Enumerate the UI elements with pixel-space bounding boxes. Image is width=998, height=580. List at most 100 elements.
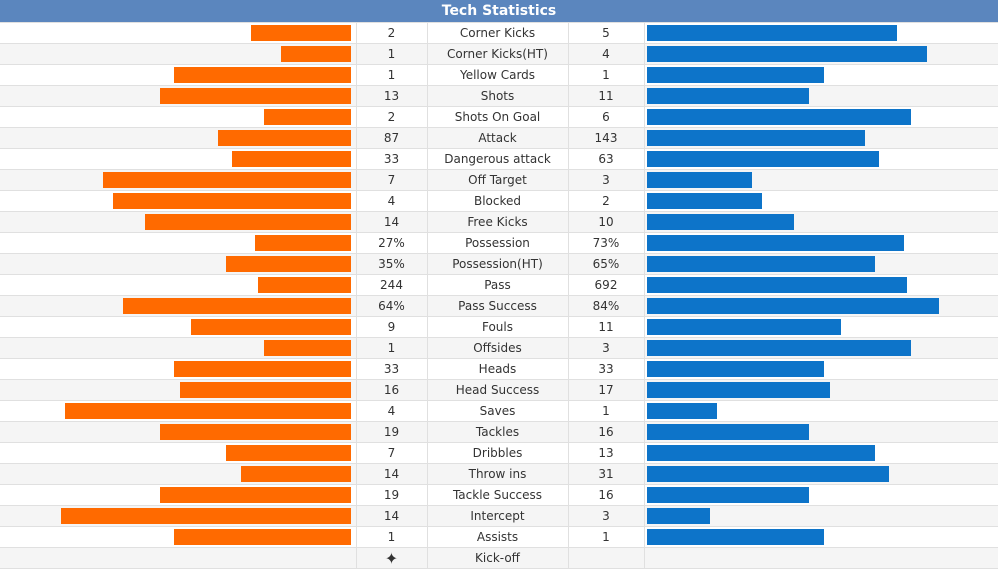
home-value: 1 [355, 526, 428, 548]
away-bar-cell [644, 463, 998, 485]
stat-label: Shots On Goal [426, 106, 569, 128]
home-bar-cell [0, 484, 356, 506]
away-bar [646, 46, 927, 62]
stat-row: 35% Possession(HT) 65% [0, 253, 998, 275]
away-value: 31 [567, 463, 645, 485]
stat-row: 1 Yellow Cards 1 [0, 64, 998, 86]
kickoff-home-cell: ✦ [355, 547, 428, 569]
stat-row: 7 Dribbles 13 [0, 442, 998, 464]
home-bar-cell [0, 43, 356, 65]
home-value: 33 [355, 148, 428, 170]
home-value: 9 [355, 316, 428, 338]
stat-label: Corner Kicks [426, 22, 569, 44]
home-bar [122, 298, 351, 314]
stat-label: Possession(HT) [426, 253, 569, 275]
stat-label: Throw ins [426, 463, 569, 485]
home-bar [231, 151, 351, 167]
away-bar [646, 109, 911, 125]
home-value: 64% [355, 295, 428, 317]
stat-row: 1 Assists 1 [0, 526, 998, 548]
away-bar [646, 445, 875, 461]
stat-label: Yellow Cards [426, 64, 569, 86]
away-value: 17 [567, 379, 645, 401]
home-bar [179, 382, 351, 398]
home-value: 19 [355, 421, 428, 443]
stat-label: Free Kicks [426, 211, 569, 233]
away-bar [646, 256, 875, 272]
stats-header: Tech Statistics [0, 0, 998, 22]
home-bar-cell [0, 106, 356, 128]
away-value: 16 [567, 421, 645, 443]
stat-label: Pass Success [426, 295, 569, 317]
away-value: 1 [567, 526, 645, 548]
stats-table: 2 Corner Kicks 5 1 Corner Kicks(HT) 4 1 Yellow … [0, 22, 998, 569]
away-bar [646, 508, 710, 524]
home-bar-cell [0, 85, 356, 107]
stat-row: 2 Shots On Goal 6 [0, 106, 998, 128]
home-bar-cell [0, 22, 356, 44]
home-bar [159, 88, 351, 104]
away-bar-cell [644, 337, 998, 359]
home-bar [250, 25, 351, 41]
home-bar-cell [0, 526, 356, 548]
home-bar-cell [0, 274, 356, 296]
away-bar [646, 382, 830, 398]
home-value: 4 [355, 190, 428, 212]
home-bar [225, 256, 351, 272]
home-value: 14 [355, 211, 428, 233]
away-bar-cell [644, 232, 998, 254]
away-value: 33 [567, 358, 645, 380]
home-value: 87 [355, 127, 428, 149]
kickoff-star-icon: ✦ [384, 548, 399, 568]
away-value: 13 [567, 442, 645, 464]
home-value: 1 [355, 43, 428, 65]
away-value: 6 [567, 106, 645, 128]
home-bar-cell [0, 211, 356, 233]
home-bar [225, 445, 351, 461]
away-bar [646, 424, 809, 440]
away-value: 63 [567, 148, 645, 170]
stat-row: 244 Pass 692 [0, 274, 998, 296]
home-bar-cell [0, 232, 356, 254]
away-value: 84% [567, 295, 645, 317]
stat-row: 64% Pass Success 84% [0, 295, 998, 317]
home-bar-cell [0, 379, 356, 401]
away-bar-cell [644, 379, 998, 401]
home-bar [60, 508, 351, 524]
home-value: 2 [355, 22, 428, 44]
home-bar [263, 109, 351, 125]
home-bar-cell [0, 64, 356, 86]
away-bar-cell [644, 274, 998, 296]
stat-row: 27% Possession 73% [0, 232, 998, 254]
home-value: 244 [355, 274, 428, 296]
stat-row: 14 Throw ins 31 [0, 463, 998, 485]
stat-label: Possession [426, 232, 569, 254]
away-value: 16 [567, 484, 645, 506]
away-value: 11 [567, 316, 645, 338]
away-bar-cell [644, 85, 998, 107]
home-value: 1 [355, 64, 428, 86]
home-bar [144, 214, 351, 230]
home-value: 2 [355, 106, 428, 128]
away-value: 10 [567, 211, 645, 233]
away-bar [646, 529, 824, 545]
away-bar [646, 235, 904, 251]
away-bar [646, 25, 897, 41]
home-bar [173, 529, 351, 545]
stat-row: 9 Fouls 11 [0, 316, 998, 338]
home-value: 19 [355, 484, 428, 506]
away-bar-cell [644, 169, 998, 191]
away-bar-cell [644, 505, 998, 527]
stat-row: 4 Saves 1 [0, 400, 998, 422]
stat-label: Heads [426, 358, 569, 380]
away-bar [646, 403, 717, 419]
home-value: 14 [355, 463, 428, 485]
away-bar-cell [644, 43, 998, 65]
stat-label: Tackles [426, 421, 569, 443]
away-value: 692 [567, 274, 645, 296]
stat-row: 13 Shots 11 [0, 85, 998, 107]
stat-row: 33 Heads 33 [0, 358, 998, 380]
home-bar-cell [0, 400, 356, 422]
home-value: 7 [355, 442, 428, 464]
stat-label: Intercept [426, 505, 569, 527]
